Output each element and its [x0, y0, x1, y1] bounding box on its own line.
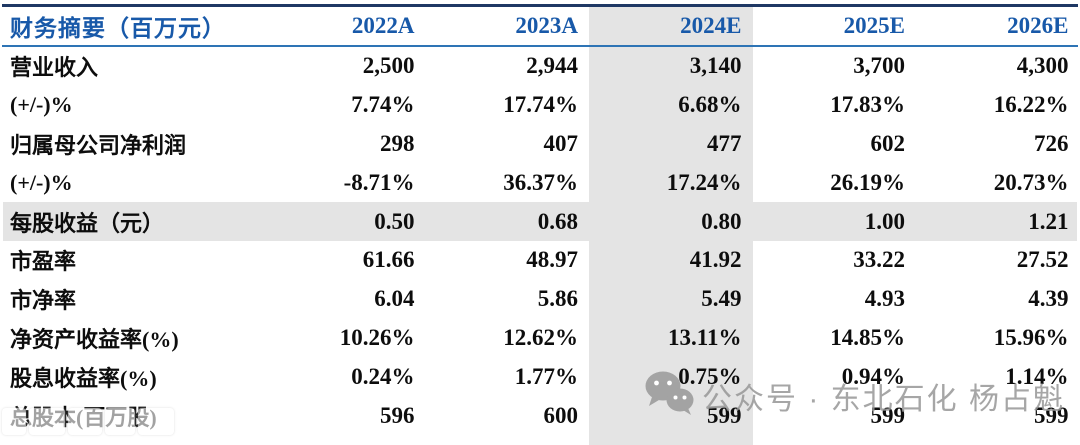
value-cell: 2,944 [526, 53, 578, 79]
value-cell: 36.37% [503, 169, 578, 195]
value-cell: 596 [380, 402, 415, 428]
value-cell: 17.83% [830, 92, 905, 118]
value-cell: 41.92 [689, 247, 742, 273]
table-row: 总股本(百万股) 596 600 599 599 599 [0, 396, 1080, 435]
table-title: 财务摘要（百万元） [10, 16, 226, 41]
row-label: 市盈率 [10, 249, 77, 275]
value-cell: 26.19% [830, 169, 905, 195]
header-underline-rule [2, 45, 1078, 47]
column-header-2023a: 2023A [515, 13, 578, 38]
row-label: 总股本(百万股) [10, 404, 157, 430]
row-label: (+/-)% [10, 92, 73, 118]
value-cell: 1.77% [514, 363, 578, 389]
value-cell: 7.74% [351, 92, 415, 118]
value-cell: 15.96% [993, 324, 1069, 350]
value-cell: 5.86 [537, 286, 578, 312]
value-cell: 5.49 [701, 286, 742, 312]
value-cell: 600 [543, 402, 579, 428]
table-row: (+/-)% 7.74% 17.74% 6.68% 17.83% 16.22% [0, 86, 1080, 125]
value-cell: 20.73% [993, 169, 1069, 195]
row-label: 营业收入 [10, 55, 99, 81]
table-header-row: 财务摘要（百万元） 2022A 2023A 2024E 2025E 2026E [0, 7, 1080, 45]
value-cell: 12.62% [503, 324, 578, 350]
table-row: 净资产收益率(%) 10.26% 12.62% 13.11% 14.85% 15… [0, 319, 1080, 358]
value-cell: 10.26% [339, 324, 415, 350]
value-cell: 2,500 [362, 53, 415, 79]
value-cell: 599 [1034, 402, 1069, 428]
value-cell: 3,140 [689, 53, 742, 79]
value-cell: 1.21 [1028, 208, 1069, 234]
value-cell: -8.71% [343, 169, 415, 195]
table-row: (+/-)% -8.71% 36.37% 17.24% 26.19% 20.73… [0, 163, 1080, 202]
value-cell: 27.52 [1016, 247, 1069, 273]
table-row: 市盈率 61.66 48.97 41.92 33.22 27.52 [0, 241, 1080, 280]
row-label: 净资产收益率(%) [10, 326, 179, 352]
value-cell: 3,700 [853, 53, 905, 79]
value-cell: 6.68% [678, 92, 742, 118]
value-cell: 0.80 [701, 208, 742, 234]
column-header-2022a: 2022A [351, 13, 415, 38]
column-header-2026e: 2026E [1007, 13, 1069, 38]
table-body: 营业收入 2,500 2,944 3,140 3,700 4,300 (+/-)… [0, 47, 1080, 435]
value-cell: 33.22 [853, 247, 905, 273]
value-cell: 1.14% [1005, 363, 1069, 389]
financial-summary-table: 财务摘要（百万元） 2022A 2023A 2024E 2025E 2026E … [0, 7, 1080, 435]
value-cell: 48.97 [526, 247, 578, 273]
value-cell: 0.75% [678, 363, 742, 389]
value-cell: 0.68 [537, 208, 578, 234]
value-cell: 602 [870, 130, 906, 156]
column-header-2025e: 2025E [843, 13, 905, 38]
table-row: 归属母公司净利润 298 407 477 602 726 [0, 125, 1080, 164]
row-label: (+/-)% [10, 169, 73, 195]
table-row: 每股收益（元） 0.50 0.68 0.80 1.00 1.21 [0, 202, 1080, 241]
value-cell: 298 [380, 130, 415, 156]
value-cell: 17.24% [666, 169, 742, 195]
value-cell: 6.04 [374, 286, 415, 312]
row-label: 每股收益（元） [10, 210, 165, 236]
row-label: 股息收益率(%) [10, 365, 157, 391]
value-cell: 477 [707, 130, 742, 156]
row-label: 市净率 [10, 288, 77, 314]
value-cell: 16.22% [993, 92, 1069, 118]
value-cell: 0.50 [374, 208, 415, 234]
value-cell: 599 [870, 402, 906, 428]
value-cell: 599 [707, 402, 742, 428]
value-cell: 17.74% [503, 92, 578, 118]
value-cell: 4.39 [1028, 286, 1069, 312]
value-cell: 14.85% [830, 324, 905, 350]
value-cell: 13.11% [668, 324, 742, 350]
table-row: 股息收益率(%) 0.24% 1.77% 0.75% 0.94% 1.14% [0, 357, 1080, 396]
value-cell: 0.94% [841, 363, 905, 389]
row-label: 归属母公司净利润 [10, 132, 187, 158]
table-top-rule [2, 4, 1078, 7]
value-cell: 0.24% [351, 363, 415, 389]
column-header-2024e: 2024E [680, 13, 742, 38]
value-cell: 407 [543, 130, 579, 156]
value-cell: 726 [1034, 130, 1069, 156]
highlight-row-eps [3, 202, 1077, 241]
table-row: 市净率 6.04 5.86 5.49 4.93 4.39 [0, 280, 1080, 319]
table-row: 营业收入 2,500 2,944 3,140 3,700 4,300 [0, 47, 1080, 86]
value-cell: 61.66 [362, 247, 415, 273]
value-cell: 4.93 [864, 286, 905, 312]
value-cell: 4,300 [1016, 53, 1069, 79]
value-cell: 1.00 [864, 208, 905, 234]
